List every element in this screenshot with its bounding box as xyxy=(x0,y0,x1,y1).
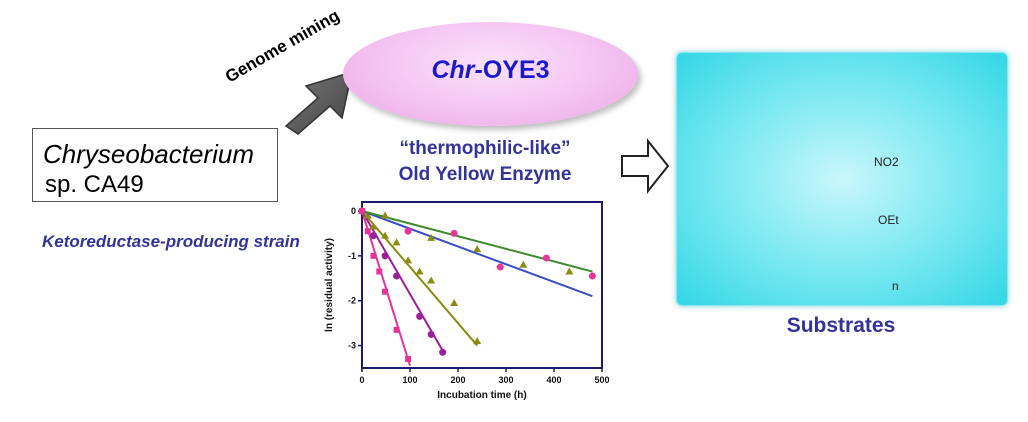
data-point xyxy=(427,330,435,338)
data-point xyxy=(427,276,436,284)
organism-strain: sp. CA49 xyxy=(45,171,144,198)
x-tick-label: 0 xyxy=(359,375,364,385)
x-tick-label: 400 xyxy=(546,375,561,385)
nitro-label: NO2 xyxy=(874,155,899,169)
data-point xyxy=(393,326,400,333)
data-point xyxy=(381,231,390,239)
x-tick-label: 300 xyxy=(498,375,513,385)
x-axis-label: Incubation time (h) xyxy=(437,390,526,401)
data-point xyxy=(405,356,412,363)
data-point xyxy=(369,222,378,230)
enzyme-ellipse: Chr-OYE3 xyxy=(343,22,638,126)
enzyme-subtitle-line2: Old Yellow Enzyme xyxy=(398,164,572,185)
ester-label: OEt xyxy=(878,213,899,227)
data-point xyxy=(381,211,390,219)
y-axis-label: ln (residual activity) xyxy=(324,238,335,332)
data-point xyxy=(473,337,482,345)
plot-frame xyxy=(361,201,603,369)
fit-line xyxy=(361,210,478,347)
y-tick-label: -3 xyxy=(348,341,356,351)
data-point xyxy=(450,229,458,237)
data-point xyxy=(565,267,574,275)
data-point xyxy=(376,268,383,275)
data-point xyxy=(364,228,371,235)
organism-box: Chryseobacterium sp. CA49 xyxy=(32,128,278,202)
x-tick-label: 100 xyxy=(402,375,417,385)
chain-n-label: n xyxy=(892,279,899,293)
data-point xyxy=(404,227,412,235)
data-point xyxy=(404,256,413,264)
x-tick-label: 500 xyxy=(594,375,609,385)
data-point xyxy=(370,252,377,259)
fit-line xyxy=(361,210,593,298)
y-tick-label: -2 xyxy=(348,296,356,306)
data-point xyxy=(588,272,596,280)
enzyme-name: Chr-OYE3 xyxy=(343,56,638,85)
genome-mining-arrow xyxy=(284,70,354,135)
data-point xyxy=(450,298,459,306)
enzyme-suffix: OYE3 xyxy=(482,56,550,84)
strain-note: Ketoreductase-producing strain xyxy=(42,232,300,251)
enzyme-subtitle-line1: “thermophilic-like” xyxy=(399,138,571,159)
data-point xyxy=(382,288,389,295)
substrates-panel xyxy=(676,52,1008,306)
data-point xyxy=(392,238,401,246)
y-tick-label: 0 xyxy=(351,206,356,216)
substrates-label: Substrates xyxy=(786,314,896,337)
inactivation-chart: 0 100 200 300 400 500 0 -1 -2 -3 Incubation time (… xyxy=(324,201,610,401)
data-point xyxy=(358,207,366,215)
x-tick-label: 200 xyxy=(450,375,465,385)
y-tick-label: -1 xyxy=(348,251,356,261)
data-point xyxy=(439,348,447,356)
fit-line xyxy=(361,210,411,367)
data-point xyxy=(370,232,378,240)
data-point xyxy=(363,211,372,219)
enzyme-prefix: Chr- xyxy=(431,56,483,84)
data-point xyxy=(519,260,528,268)
data-point xyxy=(542,254,550,262)
data-point xyxy=(393,272,401,280)
substrates-arrow xyxy=(621,138,670,194)
data-point xyxy=(427,233,436,241)
data-point xyxy=(381,252,389,260)
data-point xyxy=(416,312,424,320)
data-point xyxy=(415,267,424,275)
data-point xyxy=(473,245,482,253)
organism-name: Chryseobacterium xyxy=(43,139,254,169)
data-point xyxy=(496,263,504,271)
fit-line xyxy=(361,210,593,273)
